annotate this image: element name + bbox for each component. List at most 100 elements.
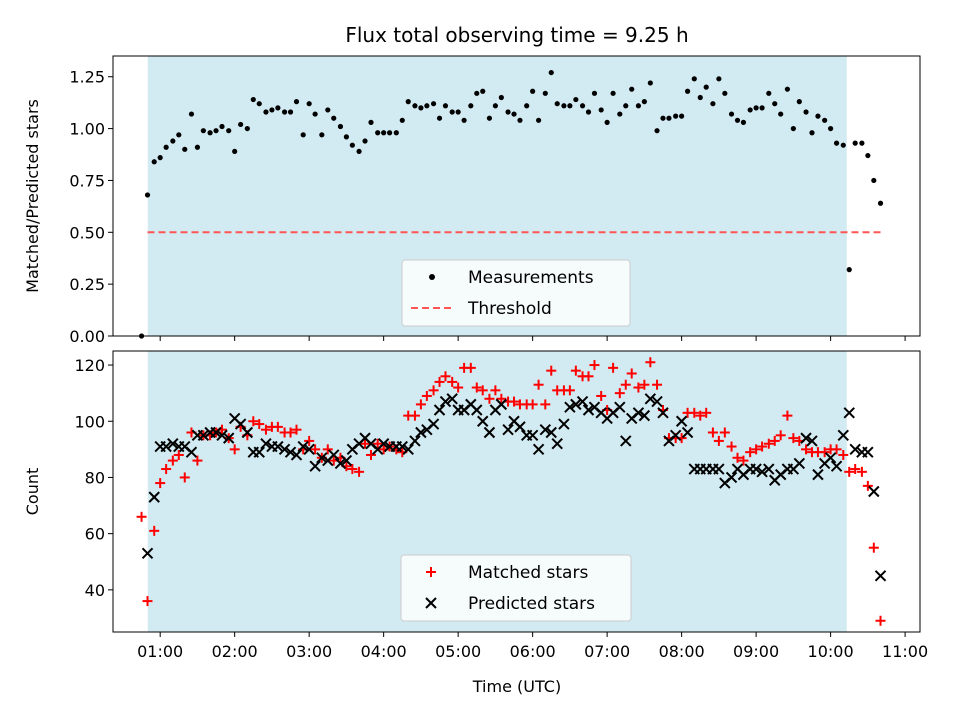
measurement-point — [219, 123, 225, 130]
matched-star-point — [633, 382, 644, 393]
measurement-point — [418, 105, 424, 111]
legend-box — [400, 554, 632, 622]
predicted-star-point — [433, 404, 446, 416]
matched-star-point — [751, 444, 762, 455]
measurement-point — [753, 105, 759, 111]
measurement-point — [207, 130, 213, 136]
matched-star-point — [546, 365, 557, 376]
matched-star-point — [875, 615, 886, 626]
measurement-point — [256, 101, 262, 107]
marker-stroke — [210, 426, 222, 439]
x-tick-label: 11:00 — [882, 642, 928, 661]
marker-stroke — [297, 440, 309, 453]
marker-stroke — [874, 570, 887, 582]
measurement-point — [734, 117, 741, 123]
measurement-point — [524, 103, 530, 109]
predicted-star-point — [284, 446, 297, 458]
matched-star-point — [701, 407, 712, 418]
matched-star-point — [856, 466, 867, 477]
predicted-star-point — [514, 421, 526, 433]
x-tick-label: 07:00 — [584, 642, 630, 661]
measurement-point — [833, 140, 840, 146]
marker-stroke — [278, 443, 291, 456]
measurement-point — [144, 192, 151, 198]
marker-stroke — [427, 418, 440, 430]
measurement-point — [468, 103, 474, 109]
predicted-star-point — [551, 438, 563, 450]
predicted-star-point — [824, 452, 837, 464]
predicted-star-point — [576, 395, 589, 408]
marker-stroke — [651, 395, 663, 408]
matched-star-point — [440, 371, 451, 382]
measurement-point — [561, 103, 567, 109]
matched-star-point — [272, 421, 283, 432]
measurement-point — [393, 130, 399, 136]
legend-marker-matched-stars — [426, 567, 436, 577]
matched-star-point — [608, 362, 619, 373]
predicted-star-point — [502, 423, 514, 436]
marker-stroke — [756, 466, 768, 478]
matched-star-point — [365, 449, 376, 460]
measurement-point — [356, 148, 362, 155]
predicted-star-point — [415, 426, 427, 439]
plot-frame — [112, 350, 921, 633]
marker-stroke — [483, 426, 496, 439]
marker-stroke — [725, 471, 738, 484]
matched-star-point — [844, 466, 855, 477]
measurement-point — [349, 142, 355, 148]
predicted-star-point — [849, 443, 861, 456]
matched-star-point — [477, 385, 488, 396]
predicted-star-point — [669, 429, 682, 442]
matched-star-point — [142, 596, 153, 607]
matched-star-point — [639, 379, 650, 390]
measurement-point — [697, 94, 703, 101]
marker-stroke — [812, 468, 824, 481]
predicted-star-point — [253, 446, 265, 458]
matched-star-point — [596, 390, 607, 401]
legend-label-predicted-stars: Predicted stars — [468, 594, 595, 614]
marker-stroke — [806, 435, 818, 447]
predicted-star-point — [868, 485, 880, 498]
count-panel: 40 60 80 100 120 01:00 02:00 03:00 04:00 05:00 06… — [23, 350, 928, 696]
marker-stroke — [223, 432, 235, 444]
marker-stroke — [359, 432, 371, 444]
measurement-point — [244, 125, 250, 132]
matched-star-point — [322, 444, 333, 455]
matched-star-point — [527, 399, 538, 410]
measurement-point — [759, 105, 765, 111]
predicted-star-point — [160, 440, 172, 453]
marker-stroke — [644, 393, 657, 405]
matched-star-point — [415, 399, 426, 410]
measurement-point — [492, 103, 498, 109]
matched-star-point — [589, 360, 600, 371]
marker-stroke — [681, 426, 694, 439]
measurement-point — [163, 144, 169, 150]
marker-stroke — [502, 423, 514, 436]
x-tick-label: 09:00 — [733, 642, 779, 661]
matched-star-point — [291, 424, 302, 435]
marker-stroke — [800, 432, 812, 444]
y-tick-label: 0.00 — [69, 327, 105, 346]
marker-stroke — [253, 446, 265, 458]
marker-stroke — [713, 463, 725, 475]
marker-stroke — [216, 429, 228, 442]
measurement-point — [362, 138, 368, 144]
measurement-point — [585, 109, 592, 115]
matched-star-point — [167, 455, 178, 466]
measurement-point — [803, 109, 809, 115]
marker-stroke — [148, 491, 160, 503]
marker-stroke — [179, 440, 191, 453]
measurement-point — [517, 117, 523, 123]
marker-stroke — [763, 463, 775, 475]
measurement-point — [703, 84, 709, 90]
measurement-point — [325, 107, 331, 113]
predicted-star-point — [290, 449, 303, 461]
matched-star-point — [533, 379, 544, 390]
measurement-point — [604, 119, 610, 125]
matched-star-point — [868, 542, 879, 553]
matched-star-point — [173, 449, 184, 460]
y-axis-ticks: 0.00 0.25 0.50 0.75 1.00 1.25 — [69, 68, 113, 346]
measurement-point — [306, 101, 312, 107]
marker-stroke — [425, 597, 437, 609]
measurement-point — [684, 88, 691, 94]
